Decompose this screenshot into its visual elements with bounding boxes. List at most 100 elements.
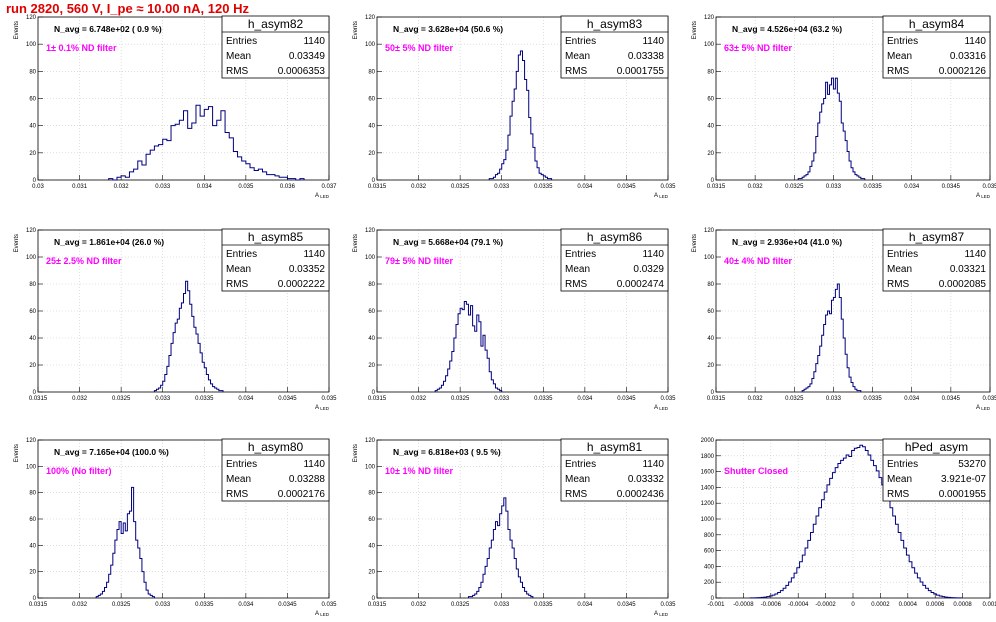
y-axis-label: Events: [353, 21, 359, 39]
x-tick-label: 0.035: [660, 184, 676, 190]
panel-h_asym85: 0.0315 0.032 0.0325 0.033 0.0335 0.034 0.0345 0…: [14, 228, 337, 411]
x-tick-label: 0.033: [494, 184, 510, 190]
y-tick-label: 20: [368, 570, 375, 576]
stats-value: 53270: [958, 459, 986, 470]
stats-value: 0.03288: [289, 474, 326, 485]
filter-label: Shutter Closed: [724, 466, 788, 476]
x-tick-label: 0.0002: [871, 602, 890, 608]
filter-label: 1± 0.1% ND filter: [46, 43, 117, 53]
stats-box: [560, 228, 669, 292]
y-tick-label: 0: [372, 596, 376, 602]
x-tick-label: -0.0008: [733, 602, 754, 608]
y-tick-label: 1200: [701, 501, 715, 507]
x-tick-label: 0.032: [72, 602, 88, 608]
stats-value: 0.0006353: [278, 66, 326, 77]
y-tick-label: 60: [707, 309, 714, 315]
filter-label: 40± 4% ND filter: [724, 256, 792, 266]
stats-box: [560, 15, 669, 79]
x-tick-label: 0.0325: [451, 602, 470, 608]
x-tick-label: 0.035: [982, 396, 996, 402]
x-tick-label: 0.035: [238, 184, 254, 190]
filter-label: 25± 2.5% ND filter: [46, 256, 122, 266]
y-tick-label: 40: [29, 124, 36, 130]
y-axis-label: Events: [692, 234, 698, 252]
y-tick-label: 80: [29, 491, 36, 497]
y-tick-label: 0: [372, 178, 376, 184]
y-tick-label: 0: [33, 596, 37, 602]
stats-value: 0.03349: [289, 51, 326, 62]
stats-label: Entries: [887, 249, 918, 260]
n-avg-label: N_avg = 3.628e+04 (50.6 %): [393, 24, 503, 34]
y-tick-label: 100: [365, 255, 376, 261]
stats-value: 1140: [964, 249, 986, 260]
x-axis-label: A LED: [976, 193, 991, 199]
x-tick-label: 0.034: [238, 396, 254, 402]
x-tick-label: 0.032: [748, 396, 764, 402]
stats-value: 3.921e-07: [941, 474, 986, 485]
panel-h_asym80: 0.0315 0.032 0.0325 0.033 0.0335 0.034 0.0345 0…: [14, 438, 337, 617]
x-tick-label: 0.0325: [785, 184, 804, 190]
filter-label: 100% (No filter): [46, 466, 112, 476]
x-tick-label: 0.032: [411, 184, 427, 190]
y-tick-label: 80: [29, 282, 36, 288]
n-avg-label: N_avg = 1.861e+04 (26.0 %): [54, 237, 164, 247]
stats-label: Entries: [226, 249, 257, 260]
y-tick-label: 1800: [701, 454, 715, 460]
x-tick-label: 0.031: [72, 184, 88, 190]
x-tick-label: 0.0315: [368, 184, 387, 190]
x-tick-label: 0.0345: [617, 602, 636, 608]
panel-h_asym86: 0.0315 0.032 0.0325 0.033 0.0335 0.034 0.0345 0…: [353, 228, 676, 411]
y-axis-label: Events: [353, 234, 359, 252]
x-tick-label: 0.033: [494, 396, 510, 402]
y-axis-label: Events: [692, 21, 698, 39]
x-tick-label: -0.0002: [815, 602, 836, 608]
y-tick-label: 80: [368, 282, 375, 288]
histogram-line: [467, 497, 534, 598]
y-tick-label: 20: [29, 363, 36, 369]
y-axis-label: Events: [353, 444, 359, 462]
y-tick-label: 60: [707, 97, 714, 103]
histogram-name: h_asym85: [248, 230, 304, 244]
x-tick-label: 0.0335: [534, 602, 553, 608]
x-tick-label: 0.035: [660, 396, 676, 402]
y-tick-label: 40: [29, 543, 36, 549]
stats-label: RMS: [226, 66, 249, 77]
histogram-line: [108, 104, 305, 181]
stats-label: Entries: [887, 36, 918, 47]
y-tick-label: 1000: [701, 517, 715, 523]
x-tick-label: 0.0315: [368, 396, 387, 402]
x-axis-label: A LED: [976, 405, 991, 411]
y-tick-label: 40: [368, 336, 375, 342]
stats-value: 0.0002222: [278, 279, 326, 290]
y-tick-label: 200: [704, 580, 715, 586]
run-title: run 2820, 560 V, I_pe ≈ 10.00 nA, 120 Hz: [6, 1, 249, 16]
y-tick-label: 40: [29, 336, 36, 342]
x-tick-label: 0.035: [660, 602, 676, 608]
y-tick-label: 1400: [701, 485, 715, 491]
y-tick-label: 40: [368, 124, 375, 130]
y-tick-label: 40: [707, 124, 714, 130]
stats-value: 0.0002126: [939, 66, 987, 77]
stats-label: RMS: [887, 66, 910, 77]
stats-box: [221, 15, 330, 79]
x-axis-label: A LED: [315, 405, 330, 411]
stats-label: RMS: [565, 66, 588, 77]
x-tick-label: 0.033: [826, 396, 842, 402]
histogram-line: [153, 280, 224, 392]
x-tick-label: 0.0345: [278, 602, 297, 608]
x-tick-label: 0.001: [982, 602, 996, 608]
stats-value: 1140: [964, 36, 986, 47]
x-tick-label: 0.034: [577, 602, 593, 608]
x-tick-label: 0.0345: [617, 184, 636, 190]
x-tick-label: 0.032: [748, 184, 764, 190]
x-tick-label: 0.0325: [112, 602, 131, 608]
x-tick-label: 0.0345: [617, 396, 636, 402]
y-tick-label: 40: [707, 336, 714, 342]
filter-label: 10± 1% ND filter: [385, 466, 453, 476]
stats-label: Entries: [565, 36, 596, 47]
x-axis-label: A LED: [654, 405, 669, 411]
y-tick-label: 40: [368, 543, 375, 549]
y-tick-label: 100: [365, 42, 376, 48]
y-tick-label: 80: [707, 282, 714, 288]
